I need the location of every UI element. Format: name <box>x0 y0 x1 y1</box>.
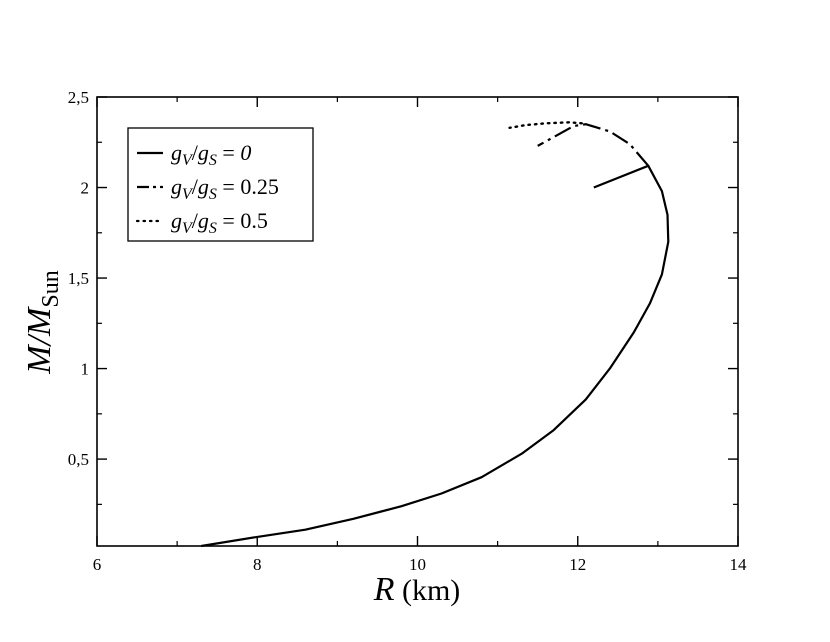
x-axis: 6 8 10 12 14 <box>93 97 747 574</box>
series-lines <box>201 121 670 548</box>
x-axis-label: R (km) <box>373 571 461 608</box>
x-tick-label: 8 <box>253 555 262 574</box>
x-tick-label: 14 <box>730 555 748 574</box>
y-tick-label: 2,5 <box>68 88 89 107</box>
legend-label-2: gV/gS = 0.5 <box>171 208 268 237</box>
y-axis-label-sub: Sun <box>38 270 64 307</box>
x-tick-label: 6 <box>93 555 102 574</box>
series-line-0 <box>201 164 670 548</box>
legend-box <box>127 127 314 242</box>
y-axis-label-main: M/M <box>21 306 58 375</box>
x-tick-label: 12 <box>569 555 586 574</box>
y-tick-label: 1 <box>81 360 90 379</box>
y-axis: 0,5 1 1,5 2 2,5 <box>68 88 738 505</box>
series-line-1 <box>537 123 650 167</box>
x-axis-label-var: R <box>373 571 395 608</box>
x-tick-label: 10 <box>409 555 426 574</box>
y-tick-label: 1,5 <box>68 269 89 288</box>
series-line-2 <box>508 121 583 129</box>
y-tick-label: 0,5 <box>68 450 89 469</box>
legend-label-1: gV/gS = 0.25 <box>171 174 279 203</box>
x-axis-label-unit: (km) <box>394 574 460 607</box>
legend-label-0: gV/gS = 0 <box>171 140 251 169</box>
y-axis-label: M/MSun <box>21 270 64 374</box>
legend: gV/gS = 0 gV/gS = 0.25 gV/gS = 0.5 <box>127 127 314 242</box>
y-tick-label: 2 <box>81 179 90 198</box>
